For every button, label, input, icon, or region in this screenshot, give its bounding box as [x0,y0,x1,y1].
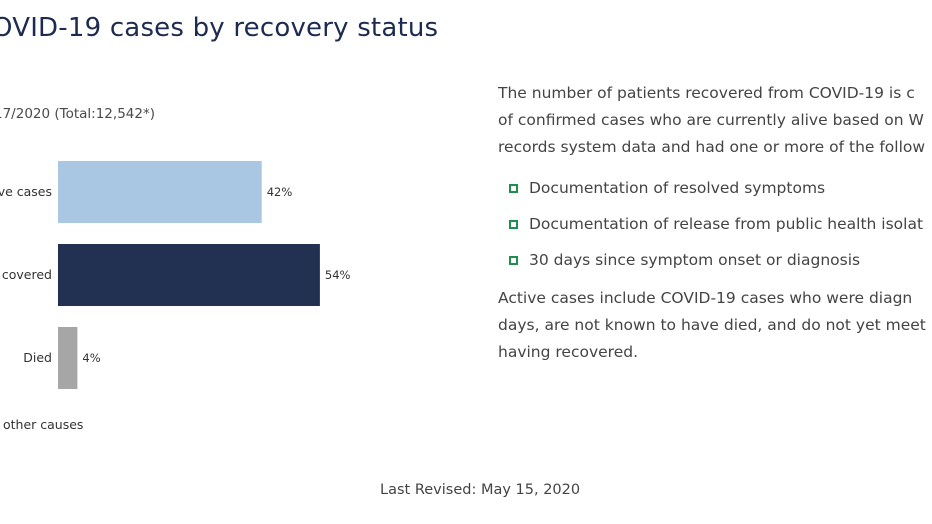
category-label: ve cases [0,184,52,199]
criteria-item: Documentation of release from public hea… [508,206,932,242]
chart-subtitle: 17/2020 (Total:12,542*) [0,106,155,122]
outro-line: having recovered. [498,343,639,361]
outro-line: days, are not known to have died, and do… [498,316,926,334]
square-bullet-icon [509,256,518,265]
criteria-item: 30 days since symptom onset or diagnosis [508,242,932,278]
value-label: 54% [325,268,351,282]
page-title: OVID-19 cases by recovery status [0,13,439,43]
category-label: covered [2,267,52,282]
criteria-text: 30 days since symptom onset or diagnosis [529,251,861,269]
chart-footnote: other causes [3,417,84,432]
criteria-list: Documentation of resolved symptoms Docum… [508,170,932,278]
bar-1 [58,244,320,306]
intro-line: of confirmed cases who are currently ali… [498,111,924,129]
square-bullet-icon [509,220,518,229]
value-label: 42% [267,185,293,199]
criteria-item: Documentation of resolved symptoms [508,170,932,206]
last-revised: Last Revised: May 15, 2020 [380,482,581,498]
square-bullet-icon [509,184,518,193]
value-label: 4% [82,351,100,365]
outro-line: Active cases include COVID-19 cases who … [498,289,913,307]
recovery-description: The number of patients recovered from CO… [498,80,932,366]
intro-line: The number of patients recovered from CO… [498,84,915,102]
criteria-text: Documentation of resolved symptoms [529,179,826,197]
recovery-status-bar-chart: ve cases 42% covered 54% Died 4% [0,161,351,389]
bar-2 [58,327,78,389]
intro-line: records system data and had one or more … [498,138,926,156]
criteria-text: Documentation of release from public hea… [529,215,924,233]
bar-0 [58,161,262,223]
category-label: Died [23,350,52,365]
